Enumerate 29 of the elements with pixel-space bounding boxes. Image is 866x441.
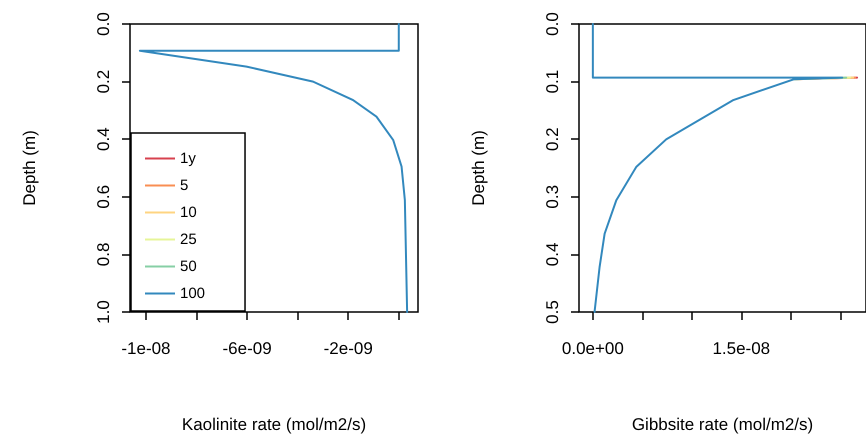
legend-label: 10	[180, 204, 197, 221]
legend-label: 100	[180, 285, 206, 302]
y-tick-label: 0.2	[543, 127, 562, 152]
y-axis-title: Depth (m)	[20, 130, 39, 206]
x-tick-label: -1e-08	[121, 339, 170, 358]
x-tick-label: -2e-09	[324, 339, 373, 358]
x-axis-title: Kaolinite rate (mol/m2/s)	[182, 415, 366, 434]
y-tick-label: 0.4	[94, 127, 113, 152]
y-tick-label: 0.5	[543, 300, 562, 324]
y-tick-label: 0.4	[543, 242, 562, 266]
y-tick-label: 0.6	[94, 184, 113, 209]
legend-label: 25	[180, 231, 197, 248]
line-series	[592, 23, 844, 313]
legend-label: 5	[180, 177, 188, 194]
y-tick-label: 0.0	[94, 12, 113, 36]
legend-label: 50	[180, 258, 197, 275]
y-tick-label: 1.0	[94, 300, 113, 324]
y-tick-label: 0.1	[543, 70, 562, 94]
line-series	[138, 23, 408, 313]
y-tick-label: 0.0	[543, 12, 562, 36]
x-axis-title: Gibbsite rate (mol/m2/s)	[632, 415, 814, 434]
legend-label: 1y	[180, 150, 196, 167]
x-tick-label: -6e-09	[222, 339, 272, 358]
y-axis-title: Depth (m)	[469, 130, 488, 206]
y-tick-label: 0.8	[94, 242, 113, 266]
x-tick-label: 0.0e+00	[562, 339, 624, 358]
y-tick-label: 0.2	[94, 70, 113, 94]
x-tick-label: 1.5e-08	[712, 339, 770, 358]
y-tick-label: 0.3	[543, 184, 562, 209]
